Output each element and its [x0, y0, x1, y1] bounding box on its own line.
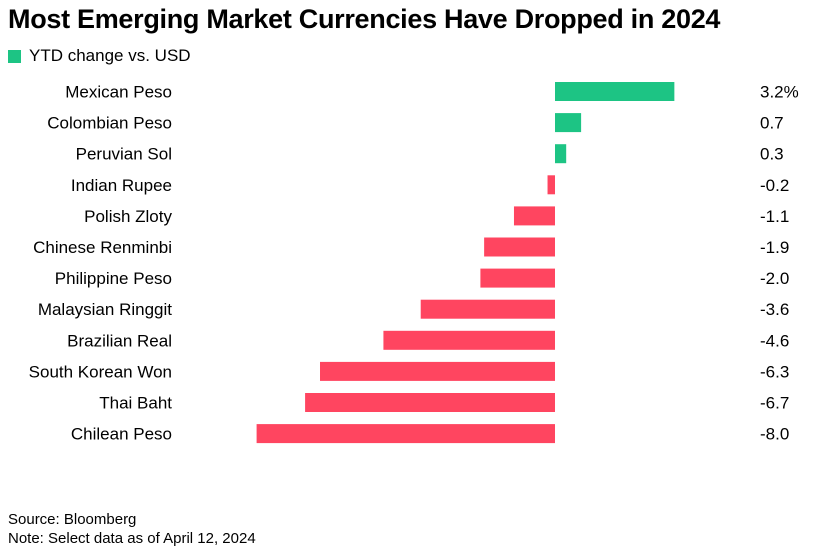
value-label: -6.3	[760, 362, 789, 381]
value-label: -1.9	[760, 238, 789, 257]
category-label: South Korean Won	[29, 362, 172, 381]
legend-label: YTD change vs. USD	[29, 46, 191, 65]
category-label: Philippine Peso	[55, 269, 172, 288]
category-label: Thai Baht	[99, 394, 172, 413]
value-label: 0.3	[760, 145, 784, 164]
value-label: -0.2	[760, 176, 789, 195]
legend-swatch	[8, 49, 21, 63]
bar	[555, 82, 675, 101]
value-label: 3.2%	[760, 83, 799, 102]
bar	[555, 144, 567, 164]
bar	[305, 393, 555, 412]
value-label: -8.0	[760, 425, 789, 444]
category-label: Polish Zloty	[84, 207, 172, 226]
bar	[420, 299, 555, 319]
category-label: Indian Rupee	[71, 176, 172, 195]
value-label: -3.6	[760, 300, 789, 319]
bar	[555, 113, 582, 133]
legend: YTD change vs. USD	[8, 46, 191, 66]
value-label: -1.1	[760, 207, 789, 226]
value-label: 0.7	[760, 114, 784, 133]
bar	[480, 268, 555, 288]
category-label: Peruvian Sol	[76, 145, 172, 164]
category-label: Chilean Peso	[71, 425, 172, 444]
bar	[320, 361, 555, 381]
category-label: Malaysian Ringgit	[38, 300, 172, 319]
value-label: -2.0	[760, 269, 789, 288]
source-note: Source: Bloomberg	[8, 511, 137, 528]
bar	[256, 424, 555, 444]
category-label: Colombian Peso	[47, 114, 172, 133]
data-note: Note: Select data as of April 12, 2024	[8, 530, 256, 547]
category-label: Chinese Renminbi	[33, 238, 172, 257]
chart-title: Most Emerging Market Currencies Have Dro…	[8, 4, 721, 34]
value-label: -4.6	[760, 331, 789, 350]
bar	[547, 175, 555, 195]
category-label: Mexican Peso	[65, 83, 172, 102]
bar	[383, 330, 555, 350]
bar-chart: Mexican Peso 3.2% Colombian Peso 0.7 Peruvia…	[29, 82, 799, 444]
category-label: Brazilian Real	[67, 331, 172, 350]
value-label: -6.7	[760, 394, 789, 413]
bar	[513, 206, 555, 226]
bar	[484, 237, 555, 257]
